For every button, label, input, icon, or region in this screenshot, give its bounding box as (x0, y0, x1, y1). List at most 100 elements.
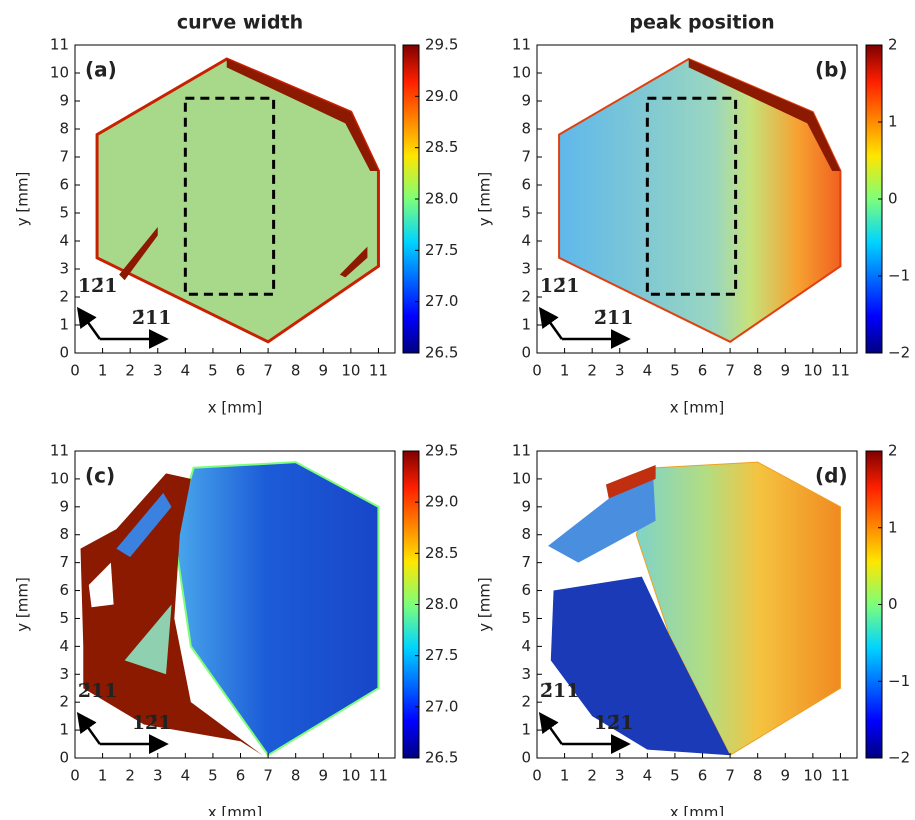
direction-label: 2̄11 (540, 680, 580, 702)
panel-label: (a) (85, 58, 117, 82)
y-axis-label: y [mm] (14, 172, 32, 227)
x-tick-label: 7 (725, 362, 735, 380)
x-tick-label: 10 (803, 767, 822, 785)
colorbar-tick-label: 26.5 (425, 749, 458, 767)
direction-label: 2̄11 (132, 307, 172, 329)
direction-label: 12̄1 (132, 712, 172, 734)
y-tick-label: 1 (59, 721, 69, 739)
colorbar-tick-label: −2 (888, 344, 910, 362)
direction-arrow (76, 306, 101, 340)
direction-arrow (76, 711, 101, 745)
y-tick-label: 8 (521, 120, 531, 138)
y-tick-label: 3 (521, 665, 531, 683)
y-tick-label: 3 (59, 665, 69, 683)
x-tick-label: 4 (181, 362, 191, 380)
x-tick-label: 6 (236, 362, 246, 380)
direction-label: 2̄11 (78, 680, 118, 702)
x-axis-label: x [mm] (208, 399, 263, 417)
x-tick-label: 6 (698, 767, 708, 785)
x-tick-label: 0 (70, 362, 80, 380)
x-tick-label: 4 (643, 767, 653, 785)
x-axis-label: x [mm] (670, 399, 725, 417)
map-region (688, 59, 841, 171)
colorbar-tick-label: −1 (888, 672, 910, 690)
x-tick-label: 11 (831, 362, 850, 380)
panel-title: curve width (177, 12, 303, 34)
direction-arrow (538, 306, 563, 340)
direction-arrow (538, 711, 563, 745)
axes-frame (536, 450, 858, 759)
x-tick-label: 9 (319, 362, 329, 380)
x-tick-label: 7 (263, 767, 273, 785)
y-tick-label: 9 (521, 497, 531, 515)
x-tick-label: 8 (291, 767, 301, 785)
x-tick-label: 7 (725, 767, 735, 785)
map-region (173, 461, 380, 757)
y-tick-label: 11 (512, 36, 531, 54)
y-tick-label: 3 (521, 260, 531, 278)
y-tick-label: 7 (521, 553, 531, 571)
x-tick-label: 11 (831, 767, 850, 785)
panel-title: peak position (629, 12, 774, 34)
map-region (548, 470, 656, 563)
colorbar-tick-label: 29.5 (425, 442, 458, 460)
x-tick-label: 1 (560, 767, 570, 785)
y-tick-label: 9 (59, 92, 69, 110)
colorbar-tick-label: 28.0 (425, 595, 458, 613)
x-axis-label: x [mm] (208, 804, 263, 817)
roi-box (183, 96, 276, 296)
y-tick-label: 6 (59, 581, 69, 599)
map-region (124, 604, 172, 675)
heatmap (80, 461, 380, 757)
y-tick-label: 11 (50, 36, 69, 54)
x-tick-label: 1 (98, 362, 108, 380)
colorbar-tick-label: 28.5 (425, 544, 458, 562)
y-axis-label: y [mm] (476, 577, 494, 632)
y-tick-label: 6 (521, 176, 531, 194)
y-tick-label: 7 (59, 148, 69, 166)
roi-box (645, 96, 738, 296)
x-tick-label: 5 (670, 767, 680, 785)
map-region (116, 492, 172, 558)
x-tick-label: 8 (753, 362, 763, 380)
x-tick-label: 11 (369, 767, 388, 785)
colorbar-tick-label: 27.0 (425, 292, 458, 310)
y-tick-label: 6 (59, 176, 69, 194)
heatmap (95, 57, 380, 344)
map-region (550, 576, 731, 756)
y-tick-label: 4 (59, 637, 69, 655)
x-tick-label: 4 (181, 767, 191, 785)
y-axis-label: y [mm] (476, 172, 494, 227)
y-tick-label: 4 (521, 637, 531, 655)
direction-label: 12̄1 (594, 712, 634, 734)
axes-frame (536, 44, 858, 354)
x-tick-label: 9 (781, 362, 791, 380)
y-tick-label: 10 (50, 64, 69, 82)
heatmap (548, 461, 841, 756)
y-tick-label: 10 (512, 469, 531, 487)
x-tick-label: 0 (532, 767, 542, 785)
y-tick-label: 7 (521, 148, 531, 166)
x-tick-label: 1 (98, 767, 108, 785)
colorbar-tick-label: 27.0 (425, 697, 458, 715)
map-region (605, 464, 656, 499)
colorbar-tick-label: 1 (888, 518, 898, 536)
x-tick-label: 11 (369, 362, 388, 380)
y-tick-label: 10 (512, 64, 531, 82)
direction-label: 2̄11 (594, 307, 634, 329)
map-region (88, 562, 114, 608)
y-tick-label: 1 (59, 316, 69, 334)
panel-label: (d) (815, 464, 848, 488)
colorbar-tick-label: 29.0 (425, 87, 458, 105)
x-tick-label: 3 (615, 767, 625, 785)
colorbar-tick-label: −2 (888, 749, 910, 767)
x-tick-label: 2 (125, 362, 135, 380)
y-tick-label: 3 (59, 260, 69, 278)
y-tick-label: 5 (521, 204, 531, 222)
colorbar-tick-label: 2 (888, 36, 898, 54)
x-tick-label: 3 (615, 362, 625, 380)
x-tick-label: 3 (153, 362, 163, 380)
colorbar-tick-label: 0 (888, 190, 898, 208)
y-tick-label: 0 (521, 344, 531, 362)
colorbar-tick-label: 29.5 (425, 36, 458, 54)
